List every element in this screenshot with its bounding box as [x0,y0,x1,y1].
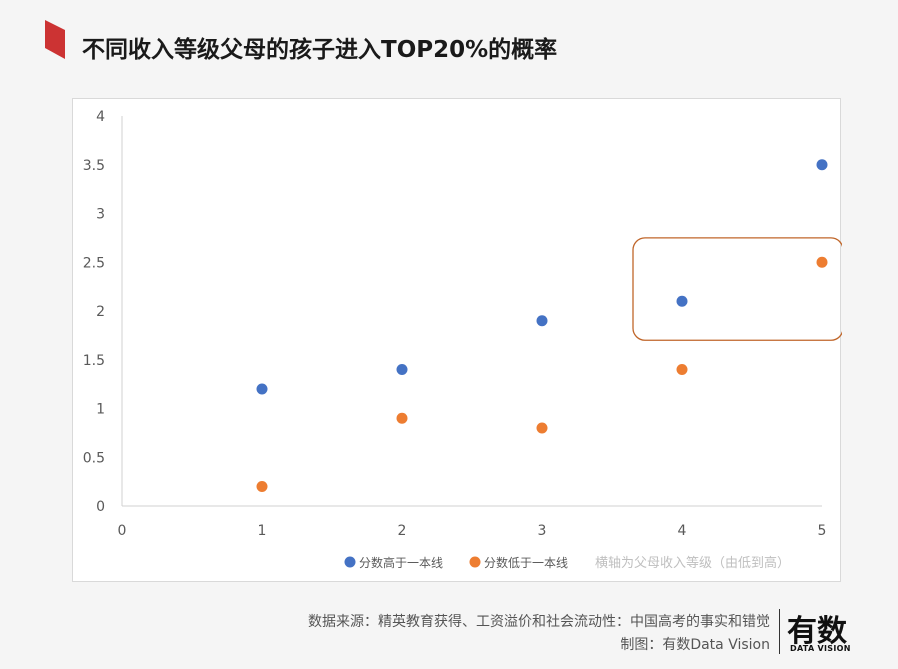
data-point [396,364,408,375]
data-point [256,383,268,395]
y-tick-label: 0.5 [83,450,105,466]
data-point [676,364,688,375]
legend-label: 分数高于一本线 [359,555,443,570]
data-point [676,295,688,307]
y-tick-label: 1.5 [83,353,105,369]
source-note: 数据来源：精英教育获得、工资溢价和社会流动性：中国高考的事实和错觉 [308,614,770,630]
x-tick-label: 3 [538,523,547,539]
x-tick-label: 5 [818,523,827,539]
title-marker-icon [45,20,65,59]
y-tick-label: 2 [96,304,105,320]
x-tick-label: 4 [678,523,687,539]
data-point [536,422,548,434]
chart-panel: 0 0.5 1 1.5 2 2.5 3 3.5 4 0 1 2 3 4 5 分数高于一本线 分数低于一本线 横轴为… [72,98,842,582]
highlight-box [632,237,842,341]
data-point [816,159,828,171]
y-tick-label: 2.5 [83,255,105,271]
data-point [396,412,408,424]
y-tick-label: 0 [96,499,105,515]
legend-label: 分数低于一本线 [484,555,568,570]
x-tick-label: 0 [118,523,127,539]
data-point [256,481,268,492]
brand-logo: 有数 [787,614,847,649]
y-tick-label: 1 [96,402,105,418]
scatter-chart: 0 0.5 1 1.5 2 2.5 3 3.5 4 0 1 2 3 4 5 分数高于一本线 分数低于一本线 横轴为… [83,109,842,571]
x-tick-label: 1 [258,523,267,539]
legend-marker [344,556,356,568]
x-tick-label: 2 [398,523,407,539]
y-tick-label: 3.5 [83,158,105,174]
credit-note: 制图：有数Data Vision [620,637,770,653]
data-point [536,315,548,327]
y-tick-label: 4 [96,109,105,125]
page-title: 不同收入等级父母的孩子进入TOP20%的概率 [82,37,558,63]
footer-divider [779,609,780,654]
legend-marker [469,556,481,568]
brand-logo-subtitle: DATA VISION [790,644,851,653]
y-tick-label: 3 [96,207,105,223]
legend-axis-note: 横轴为父母收入等级（由低到高） [595,555,790,571]
data-point [816,256,828,268]
